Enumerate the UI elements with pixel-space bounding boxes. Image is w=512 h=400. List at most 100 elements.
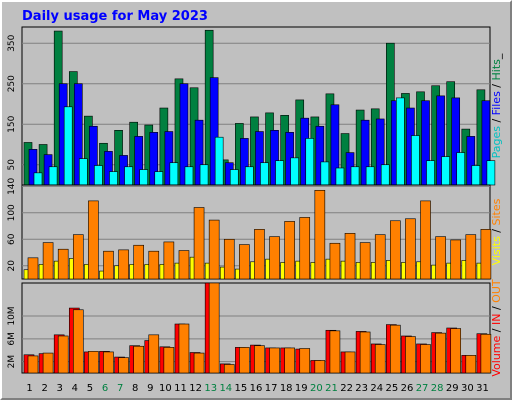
bar-out-day-20 xyxy=(314,360,326,374)
bar-out-day-11 xyxy=(178,323,190,374)
bar-out-day-30 xyxy=(465,355,477,374)
bar-pages-day-16 xyxy=(260,162,269,186)
y-tick-label: 50 xyxy=(7,159,17,171)
bar-out-day-1 xyxy=(27,355,39,374)
bar-out-day-9 xyxy=(148,334,160,374)
axis-label-part: Pages xyxy=(490,126,503,159)
bar-out-day-17 xyxy=(269,347,280,374)
chart-title: Daily usage for May 2023 xyxy=(22,9,208,24)
bar-out-day-13 xyxy=(208,282,220,374)
day-label: 15 xyxy=(235,383,248,394)
bar-out-day-24 xyxy=(374,344,386,374)
bar-sites-day-11 xyxy=(178,250,190,280)
bar-pages-day-9 xyxy=(154,171,164,186)
bar-sites-day-22 xyxy=(344,233,356,280)
y-tick-label: 60 xyxy=(7,233,17,245)
bar-pages-day-4 xyxy=(78,158,88,186)
axis-label-part: Volume xyxy=(490,335,503,376)
bar-out-day-6 xyxy=(103,351,114,374)
bar-pages-day-23 xyxy=(365,166,375,186)
bar-out-day-22 xyxy=(344,351,356,374)
series-files xyxy=(28,77,491,186)
bar-out-day-29 xyxy=(450,328,462,374)
day-label: 13 xyxy=(204,383,217,394)
bar-pages-day-2 xyxy=(48,166,58,186)
bar-sites-day-7 xyxy=(118,249,129,280)
y-tick-label: 10M xyxy=(7,306,17,325)
bar-pages-day-14 xyxy=(229,169,239,186)
bar-sites-day-8 xyxy=(133,244,144,280)
y-tick-label: 20 xyxy=(7,260,17,272)
bar-pages-day-24 xyxy=(380,164,390,186)
axis-label-part: Hits xyxy=(490,59,503,81)
bar-pages-day-11 xyxy=(184,166,194,186)
bar-sites-day-5 xyxy=(88,200,99,280)
bar-pages-day-12 xyxy=(199,164,209,186)
axis-label-part: / xyxy=(490,115,503,126)
bar-pages-day-15 xyxy=(245,166,254,186)
axis-label-part: OUT xyxy=(490,279,503,303)
bar-sites-day-16 xyxy=(254,229,265,280)
bar-pages-day-10 xyxy=(169,162,179,186)
bar-sites-day-12 xyxy=(193,207,205,280)
day-label: 6 xyxy=(102,383,108,394)
axis-label-hits-files-pages: Pages / Files / Hits_ xyxy=(490,53,503,158)
axis-label-part: / xyxy=(490,303,503,314)
axis-label-part: Sites xyxy=(490,198,503,225)
bar-pages-day-27 xyxy=(426,160,435,186)
day-label: 14 xyxy=(219,383,232,394)
bar-out-day-18 xyxy=(284,347,295,374)
bar-out-day-10 xyxy=(163,347,175,374)
day-label: 10 xyxy=(159,383,172,394)
bar-out-day-28 xyxy=(435,332,446,374)
bar-out-day-16 xyxy=(254,345,265,374)
bar-pages-day-13 xyxy=(214,136,224,186)
bar-sites-day-18 xyxy=(284,221,295,280)
day-label: 30 xyxy=(461,383,474,394)
day-label: 31 xyxy=(476,383,489,394)
panel-visits-sites: 20 60 100 140 Visits / Sites xyxy=(7,177,503,280)
bar-pages-day-22 xyxy=(350,166,360,186)
bar-out-day-12 xyxy=(193,352,205,374)
bar-out-day-14 xyxy=(223,364,235,374)
bar-sites-day-25 xyxy=(390,220,401,280)
day-label: 1 xyxy=(26,383,32,394)
day-label: 12 xyxy=(189,383,202,394)
panel-volume: 2M 6M 10M Volume / IN / OUT xyxy=(7,279,503,377)
axis-label-part: / xyxy=(490,225,503,236)
bar-out-day-23 xyxy=(359,331,371,374)
bar-pages-day-1 xyxy=(33,172,43,186)
bar-pages-day-19 xyxy=(305,138,315,186)
bar-pages-day-31 xyxy=(486,160,496,186)
day-label: 9 xyxy=(147,383,153,394)
axis-label-visits-sites: Visits / Sites xyxy=(490,198,503,265)
panel-hits-files-pages: 50 150 250 350 Pages / Files / Hits_ xyxy=(7,26,503,186)
bar-sites-day-30 xyxy=(465,234,477,280)
bar-out-day-3 xyxy=(57,335,69,374)
y-tick-label: 140 xyxy=(7,177,17,194)
bar-sites-day-28 xyxy=(435,236,446,280)
axis-label-volume: Volume / IN / OUT xyxy=(490,279,503,377)
series-sites xyxy=(27,189,492,280)
bar-pages-day-26 xyxy=(411,135,420,186)
day-label: 22 xyxy=(340,383,353,394)
bar-pages-day-30 xyxy=(471,165,481,186)
axis-label-part: / xyxy=(490,80,503,91)
bar-sites-day-31 xyxy=(480,229,492,280)
day-label: 18 xyxy=(280,383,293,394)
axis-label-part: Visits xyxy=(490,236,503,265)
bar-sites-day-26 xyxy=(405,218,416,280)
bar-pages-day-8 xyxy=(139,169,148,186)
bar-pages-day-20 xyxy=(320,161,330,186)
day-label: 11 xyxy=(174,383,187,394)
day-label: 19 xyxy=(295,383,308,394)
day-label: 23 xyxy=(355,383,368,394)
day-label: 5 xyxy=(87,383,93,394)
day-label: 28 xyxy=(431,383,444,394)
day-label: 29 xyxy=(446,383,459,394)
bar-sites-day-20 xyxy=(314,189,326,280)
day-label: 2 xyxy=(41,383,47,394)
bar-sites-day-13 xyxy=(208,219,220,280)
series-out xyxy=(27,282,492,374)
bar-sites-day-24 xyxy=(374,234,386,280)
